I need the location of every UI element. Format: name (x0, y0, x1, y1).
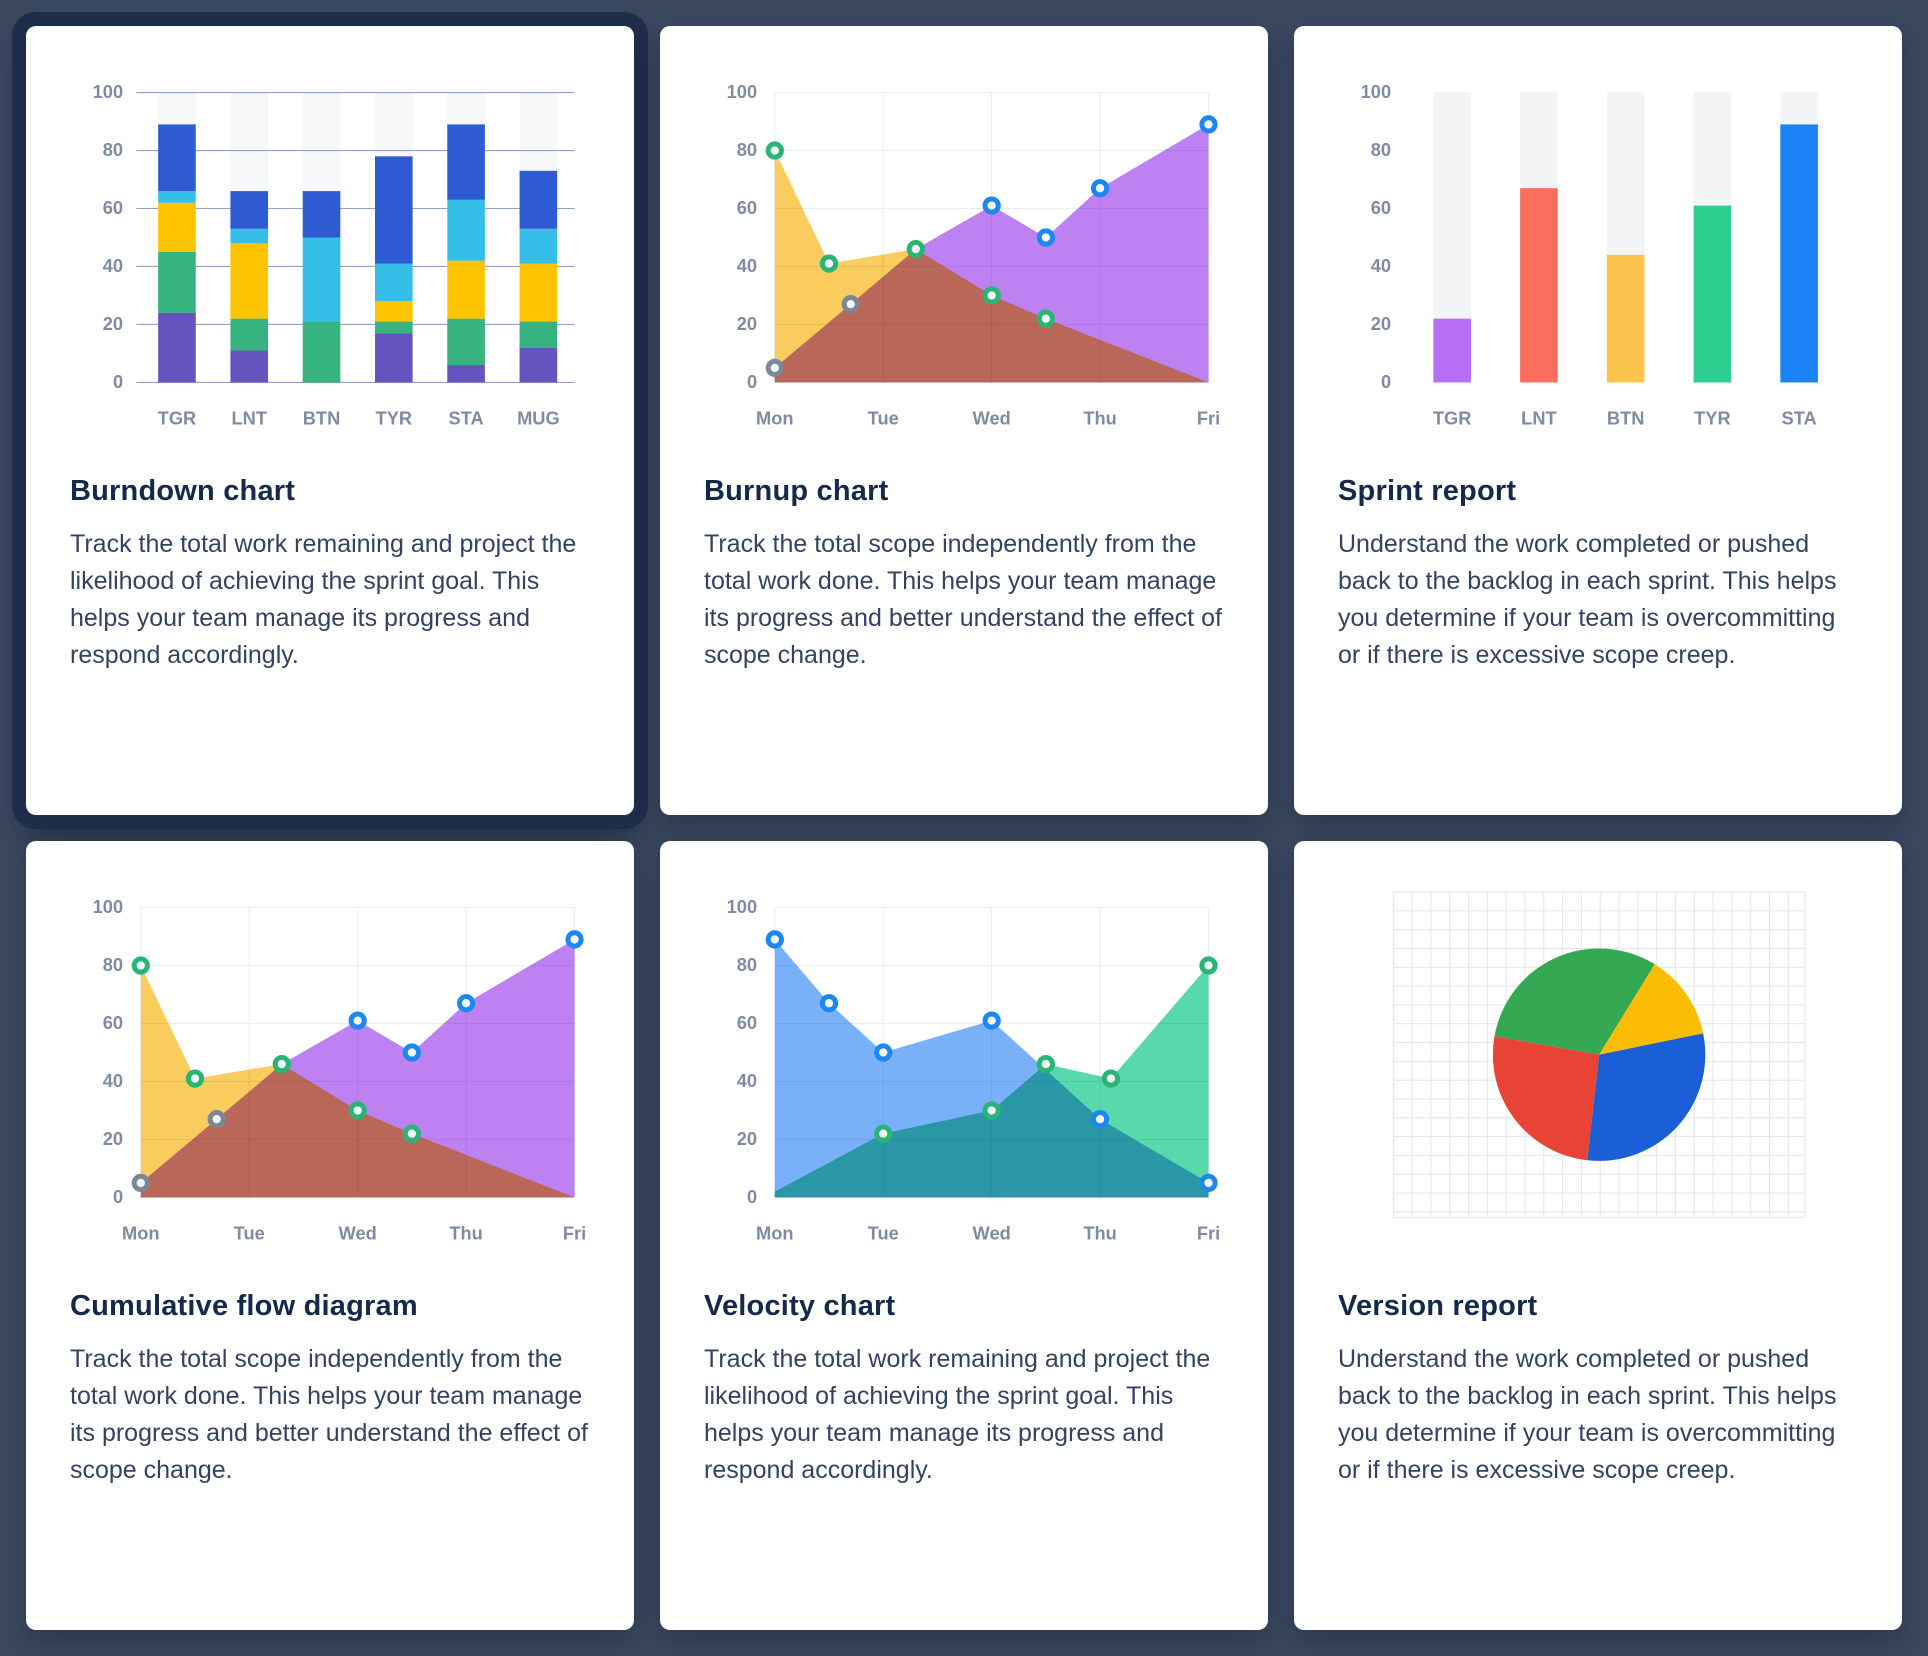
svg-text:LNT: LNT (231, 407, 266, 428)
svg-text:Thu: Thu (1083, 1222, 1116, 1243)
svg-text:80: 80 (1371, 139, 1391, 160)
card-title-burnup: Burnup chart (704, 474, 889, 507)
svg-text:BTN: BTN (1607, 407, 1645, 428)
svg-text:0: 0 (747, 1186, 757, 1207)
card-cumulative-flow[interactable]: 0 20 40 60 80 100 Mon Tue Wed Thu Fri Cumulative f… (26, 841, 634, 1630)
svg-text:TYR: TYR (1694, 407, 1731, 428)
svg-text:Wed: Wed (339, 1222, 377, 1243)
svg-text:Fri: Fri (1197, 1222, 1220, 1243)
cumulative-flow-chart-figure: 0 20 40 60 80 100 Mon Tue Wed Thu Fri (70, 881, 590, 1262)
svg-text:100: 100 (93, 896, 123, 917)
svg-text:Wed: Wed (973, 1222, 1011, 1243)
svg-text:STA: STA (1782, 407, 1817, 428)
svg-text:60: 60 (737, 197, 757, 218)
card-version-report[interactable]: Version report Understand the work compl… (1294, 841, 1902, 1630)
svg-text:Mon: Mon (756, 407, 794, 428)
svg-text:40: 40 (737, 255, 757, 276)
card-velocity[interactable]: 0 20 40 60 80 100 Mon Tue Wed Thu Fri Velocity cha… (660, 841, 1268, 1630)
card-burndown[interactable]: 0 20 40 60 80 100 TGR LNT BTN TYR STA MUG Burndown … (26, 26, 634, 815)
svg-text:100: 100 (727, 81, 757, 102)
svg-text:Thu: Thu (1083, 407, 1116, 428)
svg-text:40: 40 (103, 255, 123, 276)
svg-text:100: 100 (1361, 81, 1391, 102)
svg-text:TGR: TGR (158, 407, 197, 428)
svg-text:Tue: Tue (868, 407, 899, 428)
svg-text:TGR: TGR (1433, 407, 1472, 428)
version-report-chart-figure (1338, 881, 1858, 1262)
svg-text:60: 60 (1371, 197, 1391, 218)
card-burnup[interactable]: 0 20 40 60 80 100 Mon Tue Wed Thu Fri Burnup chart… (660, 26, 1268, 815)
card-title-burndown: Burndown chart (70, 474, 296, 507)
svg-text:Mon: Mon (756, 1222, 794, 1243)
svg-text:80: 80 (103, 954, 123, 975)
svg-text:0: 0 (747, 371, 757, 392)
svg-text:100: 100 (727, 896, 757, 917)
card-description-version-report: Understand the work completed or pushed … (1338, 1344, 1837, 1484)
sprint-report-chart-figure: 0 20 40 60 80 100 TGR LNT BTN TYR STA (1338, 66, 1858, 447)
card-title-cumulative-flow: Cumulative flow diagram (70, 1289, 418, 1322)
burnup-chart-figure: 0 20 40 60 80 100 Mon Tue Wed Thu Fri (704, 66, 1224, 447)
svg-text:0: 0 (113, 371, 123, 392)
card-title-velocity: Velocity chart (704, 1289, 896, 1322)
svg-text:80: 80 (737, 139, 757, 160)
svg-text:0: 0 (113, 1186, 123, 1207)
svg-text:60: 60 (737, 1012, 757, 1033)
svg-text:20: 20 (737, 313, 757, 334)
svg-text:Thu: Thu (449, 1222, 482, 1243)
svg-text:Tue: Tue (234, 1222, 265, 1243)
svg-text:0: 0 (1381, 371, 1391, 392)
svg-text:60: 60 (103, 197, 123, 218)
card-title-version-report: Version report (1338, 1289, 1538, 1322)
card-description-cumulative-flow: Track the total scope independently from… (70, 1344, 588, 1484)
svg-text:Tue: Tue (868, 1222, 899, 1243)
svg-text:80: 80 (737, 954, 757, 975)
svg-text:20: 20 (737, 1128, 757, 1149)
svg-text:Fri: Fri (1197, 407, 1220, 428)
svg-text:20: 20 (103, 1128, 123, 1149)
card-description-burnup: Track the total scope independently from… (704, 529, 1222, 669)
svg-text:100: 100 (93, 81, 123, 102)
svg-text:40: 40 (737, 1070, 757, 1091)
velocity-chart-figure: 0 20 40 60 80 100 Mon Tue Wed Thu Fri (704, 881, 1224, 1262)
card-sprint-report[interactable]: 0 20 40 60 80 100 TGR LNT BTN TYR STA Sprint repor… (1294, 26, 1902, 815)
svg-text:Mon: Mon (122, 1222, 160, 1243)
card-description-velocity: Track the total work remaining and proje… (704, 1344, 1211, 1484)
card-description-sprint-report: Understand the work completed or pushed … (1338, 529, 1837, 669)
svg-text:20: 20 (103, 313, 123, 334)
svg-text:80: 80 (103, 139, 123, 160)
card-description-burndown: Track the total work remaining and proje… (70, 529, 577, 669)
svg-text:Wed: Wed (973, 407, 1011, 428)
svg-text:MUG: MUG (517, 407, 560, 428)
svg-text:20: 20 (1371, 313, 1391, 334)
svg-text:40: 40 (1371, 255, 1391, 276)
svg-text:Fri: Fri (563, 1222, 586, 1243)
svg-text:TYR: TYR (376, 407, 413, 428)
svg-text:LNT: LNT (1521, 407, 1556, 428)
card-title-sprint-report: Sprint report (1338, 474, 1517, 507)
burndown-chart-figure: 0 20 40 60 80 100 TGR LNT BTN TYR STA MUG (70, 66, 590, 447)
svg-text:60: 60 (103, 1012, 123, 1033)
svg-text:BTN: BTN (303, 407, 341, 428)
svg-text:STA: STA (449, 407, 484, 428)
svg-text:40: 40 (103, 1070, 123, 1091)
